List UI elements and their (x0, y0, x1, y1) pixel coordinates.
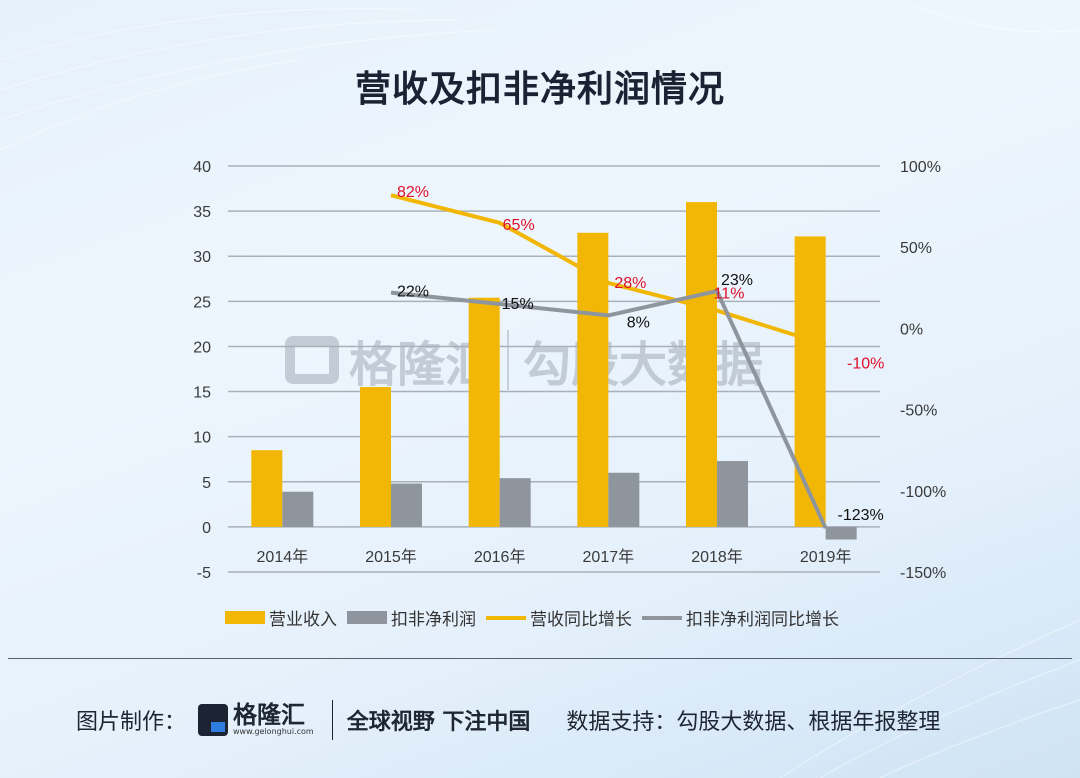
bar-profit (499, 478, 531, 527)
data-label: 82% (397, 184, 429, 201)
bar-revenue (686, 202, 717, 527)
left-axis-tick: 25 (193, 294, 211, 311)
legend-swatch-bar-gray (347, 611, 387, 624)
chart-title: 营收及扣非净利润情况 (354, 69, 725, 110)
logo-g-icon (198, 704, 229, 736)
x-axis-label: 2015年 (365, 548, 417, 566)
data-label: 22% (397, 284, 429, 301)
left-axis-tick: 35 (193, 204, 211, 221)
bar-profit (717, 461, 748, 527)
legend-label: 扣非净利润 (391, 610, 476, 630)
bar-revenue (577, 232, 609, 527)
data-label: 11% (714, 286, 745, 303)
profit-growth-line (390, 289, 828, 529)
left-axis-tick: 0 (202, 520, 211, 537)
legend-item-profit: 扣非净利润 (347, 605, 476, 630)
bar-revenue (468, 297, 500, 527)
data-label: -123% (838, 507, 884, 524)
left-axis-tick: -5 (197, 565, 211, 582)
legend-swatch-line-gray (642, 615, 682, 620)
data-source: 数据支持：勾股大数据、根据年报整理 (566, 710, 941, 735)
left-axis-tick: 15 (193, 385, 211, 402)
x-axis-label: 2017年 (583, 548, 635, 566)
right-axis-tick: 50% (900, 240, 932, 257)
legend-label: 营收同比增长 (530, 610, 632, 630)
legend-item-revenue-growth: 营收同比增长 (486, 605, 632, 630)
bar-revenue (794, 236, 826, 527)
legend-swatch-line-gold (486, 615, 526, 620)
x-axis-label: 2014年 (257, 548, 309, 566)
right-axis-tick: 0% (900, 321, 923, 338)
bar-profit (391, 483, 422, 527)
left-axis-tick: 40 (193, 159, 211, 176)
x-axis-label: 2019年 (800, 548, 852, 566)
legend-item-revenue: 营业收入 (225, 605, 337, 630)
legend-swatch-bar-gold (225, 611, 265, 624)
bar-revenue (360, 387, 391, 527)
legend-item-profit-growth: 扣非净利润同比增长 (642, 605, 839, 630)
bar-profit (282, 491, 314, 527)
data-label: 15% (502, 296, 534, 313)
data-label: 23% (721, 272, 753, 289)
footer: 图片制作： 格隆汇 www.gelonghui.com 全球视野 下注中国 数据… (76, 700, 940, 740)
x-axis-label: 2016年 (474, 548, 526, 566)
right-axis-tick: -150% (900, 565, 946, 582)
data-label: 28% (614, 275, 646, 292)
legend-label: 扣非净利润同比增长 (686, 610, 839, 630)
right-axis-tick: -100% (900, 484, 946, 501)
data-label: 65% (503, 217, 535, 234)
left-axis-tick: 30 (193, 249, 211, 266)
x-axis-label: 2018年 (691, 548, 743, 566)
revenue-growth-line (390, 193, 827, 347)
bar-profit (608, 472, 640, 527)
bar-profit (825, 526, 857, 540)
slogan: 全球视野 下注中国 (346, 710, 531, 735)
combo-chart: 40 35 30 25 20 15 10 5 0 -5 100% 50% 0% -50% -100% -150… (193, 159, 946, 582)
gelonghui-logo: 格隆汇 www.gelonghui.com (198, 703, 314, 737)
right-axis-tick: 100% (900, 159, 941, 176)
left-axis-tick: 10 (193, 430, 211, 447)
data-label: 8% (627, 314, 650, 331)
right-axis-tick: -50% (900, 403, 937, 420)
made-by-label: 图片制作： (76, 710, 187, 735)
legend-label: 营业收入 (269, 610, 337, 630)
logo-name: 格隆汇 (233, 701, 306, 729)
left-axis-tick: 5 (202, 475, 211, 492)
chart-legend: 营业收入 扣非净利润 营收同比增长 扣非净利润同比增长 (225, 605, 839, 630)
left-axis-tick: 20 (193, 339, 211, 356)
bar-revenue (251, 450, 283, 527)
data-label: -10% (847, 356, 884, 373)
footer-divider (8, 658, 1072, 659)
logo-url: www.gelonghui.com (233, 727, 314, 736)
footer-separator (331, 700, 333, 740)
